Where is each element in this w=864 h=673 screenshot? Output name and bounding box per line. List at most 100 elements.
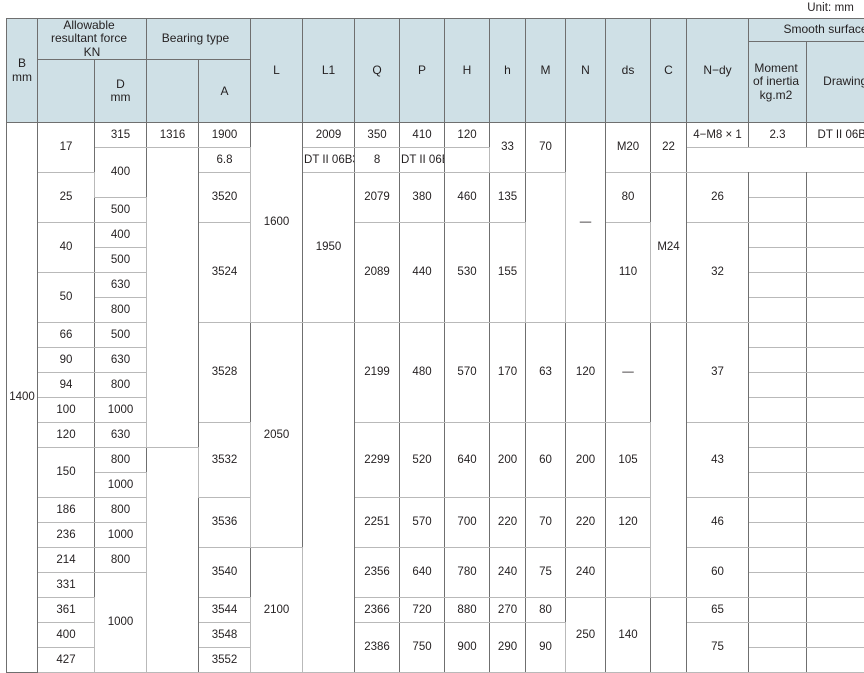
dim-q: 640	[400, 548, 445, 598]
dim-m: 70	[526, 123, 566, 173]
smooth-moment-inertia	[749, 573, 807, 598]
dim-q: 440	[400, 223, 445, 323]
dim-ndy	[147, 148, 199, 448]
dim-h-upper: 200	[490, 423, 526, 498]
allowable-force-kn: 94	[38, 373, 95, 398]
allowable-force-kn: 25	[38, 173, 95, 223]
dim-p: 410	[400, 123, 445, 148]
dim-ds: M20	[606, 123, 651, 173]
dim-l1: 2366	[355, 598, 400, 623]
smooth-moment-inertia	[749, 198, 807, 223]
smooth-drawing-no	[807, 448, 864, 473]
table-row: 40400352420894405301551103211.5DT II 06B…	[7, 223, 864, 248]
dim-q: 570	[400, 498, 445, 548]
allowable-force-kn: 331	[38, 573, 95, 598]
bearing-type-code: 1316	[147, 123, 199, 148]
bearing-d: 630	[95, 273, 147, 298]
smooth-drawing-no	[807, 648, 864, 673]
dim-p: 900	[445, 623, 490, 673]
dim-n: 140	[606, 598, 651, 673]
allowable-force-kn: 50	[38, 273, 95, 323]
b-value: 1400	[7, 123, 38, 673]
header-d: D mm	[95, 60, 147, 123]
dim-a: 1900	[199, 123, 251, 148]
smooth-drawing-no	[807, 348, 864, 373]
smooth-moment-inertia	[749, 348, 807, 373]
allowable-force-kn: 361	[38, 598, 95, 623]
dim-h-upper: 120	[445, 123, 490, 148]
rubber-drawing-no: DT II 06B3082	[400, 148, 445, 173]
bearing-d: 1000	[95, 473, 147, 498]
header-b: B mm	[7, 19, 38, 123]
bearing-d: 500	[95, 198, 147, 223]
bearing-type-code: 3552	[199, 648, 251, 673]
smooth-moment-inertia	[749, 423, 807, 448]
allowable-force-kn: 186	[38, 498, 95, 523]
dim-m: 80	[606, 173, 651, 223]
unit-note: Unit: mm	[6, 0, 858, 18]
bearing-d: 800	[95, 298, 147, 323]
smooth-drawing-no	[807, 248, 864, 273]
dim-c: 75	[687, 623, 749, 673]
allowable-force-kn: 90	[38, 348, 95, 373]
header-l: L	[251, 19, 303, 123]
smooth-drawing-no	[807, 373, 864, 398]
header-bearing-type: Bearing type	[147, 19, 251, 60]
dim-h-lower: 33	[490, 123, 526, 173]
header-h-lower: h	[490, 19, 526, 123]
smooth-moment-inertia	[749, 298, 807, 323]
dim-q: 380	[400, 173, 445, 223]
bearing-type-code: 3548	[199, 623, 251, 648]
header-c: C	[651, 19, 687, 123]
dim-l1: 2356	[355, 548, 400, 598]
dim-l1: 2386	[355, 623, 400, 673]
dim-p: 640	[445, 423, 490, 498]
smooth-drawing-no	[807, 198, 864, 223]
smooth-drawing-no	[807, 223, 864, 248]
smooth-drawing-no	[807, 398, 864, 423]
dim-h-upper: 135	[490, 173, 526, 223]
bearing-d: 315	[95, 123, 147, 148]
smooth-moment-inertia	[749, 448, 807, 473]
smooth-drawing-no	[807, 423, 864, 448]
allowable-force-kn: 214	[38, 548, 95, 573]
smooth-drawing-no: DT II 06B2081	[807, 123, 864, 148]
smooth-drawing-no	[807, 473, 864, 498]
dim-h-lower: 60	[526, 423, 566, 498]
smooth-moment-inertia	[749, 548, 807, 573]
bearing-d: 1000	[95, 523, 147, 548]
bearing-d: 800	[95, 448, 147, 473]
dim-l1: 2251	[355, 498, 400, 548]
header-ds: ds	[606, 19, 651, 123]
header-bearing-type-blank	[147, 60, 199, 123]
bearing-type-code: 3532	[199, 423, 251, 498]
dim-h-lower: 63	[526, 323, 566, 423]
dim-a: 2050	[251, 323, 303, 548]
header-ndy: N−dy	[687, 19, 749, 123]
smooth-drawing-no	[807, 173, 864, 198]
smooth-moment-inertia	[749, 398, 807, 423]
smooth-moment-inertia	[749, 273, 807, 298]
dim-ds	[651, 598, 687, 673]
dim-c: 26	[687, 173, 749, 223]
smooth-moment-inertia: 6.8	[199, 148, 251, 173]
dim-h-upper: 240	[490, 548, 526, 598]
allowable-force-kn: 100	[38, 398, 95, 423]
dim-c: 46	[687, 498, 749, 548]
smooth-moment-inertia	[749, 473, 807, 498]
header-allowable-force: Allowable resultant force KN	[38, 19, 147, 60]
bearing-d: 800	[95, 373, 147, 398]
smooth-moment-inertia: 2.3	[749, 123, 807, 148]
smooth-moment-inertia	[749, 223, 807, 248]
bearing-d: 1000	[95, 573, 147, 673]
dim-p: 460	[445, 173, 490, 223]
allowable-force-kn: 427	[38, 648, 95, 673]
dim-ds: M24	[651, 173, 687, 323]
header-h-upper: H	[445, 19, 490, 123]
dim-c: 60	[687, 548, 749, 598]
dim-m: 250	[566, 598, 606, 673]
dim-n	[606, 548, 651, 598]
table-row: 12063035322299520640200602001054353.5DT …	[7, 423, 864, 448]
bearing-d: 800	[95, 548, 147, 573]
